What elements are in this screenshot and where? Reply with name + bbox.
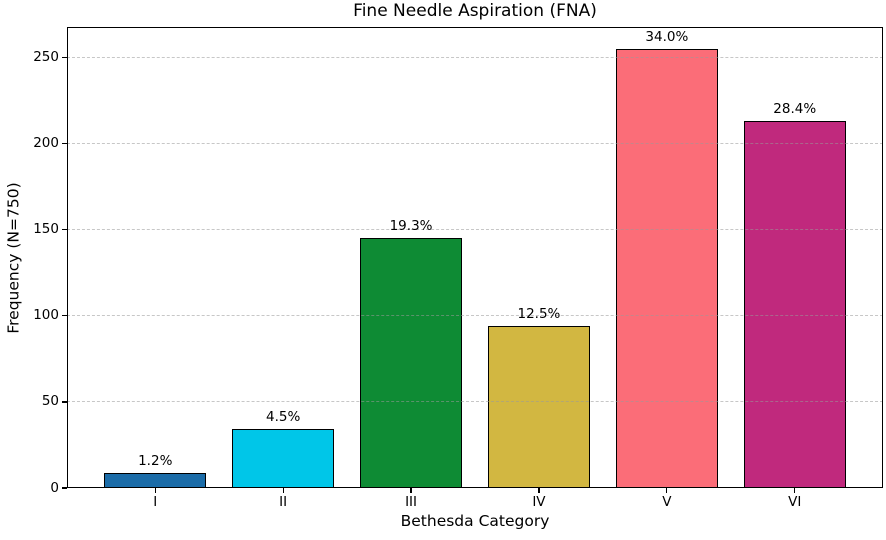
x-tick-label-V: V — [662, 494, 672, 510]
y-tick-label-100: 100 — [33, 307, 59, 324]
x-tick-label-III: III — [405, 494, 418, 510]
gridline-50 — [67, 401, 883, 403]
y-tick-200 — [62, 142, 67, 145]
y-tick-0 — [62, 487, 67, 489]
y-tick-150 — [62, 229, 67, 231]
x-tick-label-II: II — [279, 494, 288, 510]
x-tick-label-I: I — [153, 494, 158, 510]
bar-VI — [743, 121, 846, 488]
y-tick-label-0: 0 — [50, 479, 59, 496]
plot-area: 1.2% 4.5% 19.3% 12.5% 34.0% 28.4% — [67, 27, 883, 488]
y-tick-label-200: 200 — [33, 135, 59, 152]
y-tick-label-250: 250 — [33, 49, 59, 66]
y-tick-100 — [62, 315, 67, 317]
bar-V — [615, 48, 718, 488]
y-axis-label-wrap: Frequency (N=750) — [4, 27, 24, 488]
gridline-100 — [67, 315, 883, 317]
bar-label-I: 1.2% — [138, 452, 173, 469]
bar-label-VI: 28.4% — [773, 101, 817, 118]
x-tick-III — [410, 488, 412, 493]
bar-label-IV: 12.5% — [517, 306, 561, 323]
bar-IV — [487, 326, 591, 488]
gridline-150 — [67, 228, 883, 230]
x-tick-VI — [794, 488, 796, 493]
bar-I — [104, 472, 207, 488]
x-tick-II — [282, 488, 284, 493]
x-tick-label-IV: IV — [532, 494, 546, 510]
gridline-250 — [67, 56, 883, 58]
bar-III — [359, 238, 463, 488]
bar-label-V: 34.0% — [645, 28, 689, 45]
x-tick-V — [666, 488, 668, 493]
y-tick-label-50: 50 — [41, 393, 59, 410]
x-tick-I — [154, 488, 156, 493]
bar-label-III: 19.3% — [389, 218, 433, 235]
y-tick-50 — [62, 401, 67, 403]
gridline-200 — [67, 142, 883, 144]
y-tick-250 — [62, 56, 67, 59]
chart-title: Fine Needle Aspiration (FNA) — [353, 1, 597, 21]
bar-II — [231, 429, 335, 488]
bar-label-II: 4.5% — [265, 409, 301, 426]
x-tick-IV — [538, 488, 540, 493]
x-tick-label-VI: VI — [788, 494, 802, 510]
y-tick-label-150: 150 — [33, 221, 59, 238]
x-axis-label: Bethesda Category — [400, 512, 550, 530]
